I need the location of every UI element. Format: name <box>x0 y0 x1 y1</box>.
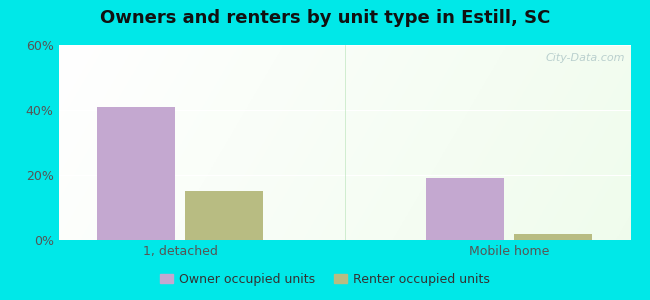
Legend: Owner occupied units, Renter occupied units: Owner occupied units, Renter occupied un… <box>155 268 495 291</box>
Bar <box>426 178 504 240</box>
Bar <box>98 107 176 240</box>
Text: City-Data.com: City-Data.com <box>545 53 625 63</box>
Bar <box>185 191 263 240</box>
Bar <box>514 233 592 240</box>
Text: Owners and renters by unit type in Estill, SC: Owners and renters by unit type in Estil… <box>100 9 550 27</box>
